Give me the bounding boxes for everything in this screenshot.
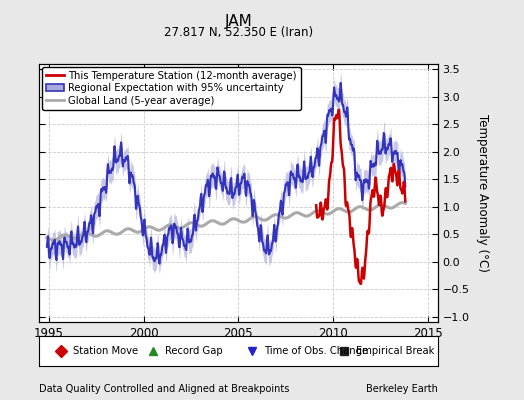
Text: JAM: JAM (225, 14, 252, 29)
Text: 27.817 N, 52.350 E (Iran): 27.817 N, 52.350 E (Iran) (164, 26, 313, 39)
Text: Berkeley Earth: Berkeley Earth (366, 384, 438, 394)
Text: Time of Obs. Change: Time of Obs. Change (264, 346, 368, 356)
Y-axis label: Temperature Anomaly (°C): Temperature Anomaly (°C) (476, 114, 489, 272)
Text: Empirical Break: Empirical Break (356, 346, 434, 356)
Text: Data Quality Controlled and Aligned at Breakpoints: Data Quality Controlled and Aligned at B… (39, 384, 290, 394)
Legend: This Temperature Station (12-month average), Regional Expectation with 95% uncer: This Temperature Station (12-month avera… (42, 67, 301, 110)
Text: Station Move: Station Move (73, 346, 138, 356)
Text: Record Gap: Record Gap (165, 346, 222, 356)
